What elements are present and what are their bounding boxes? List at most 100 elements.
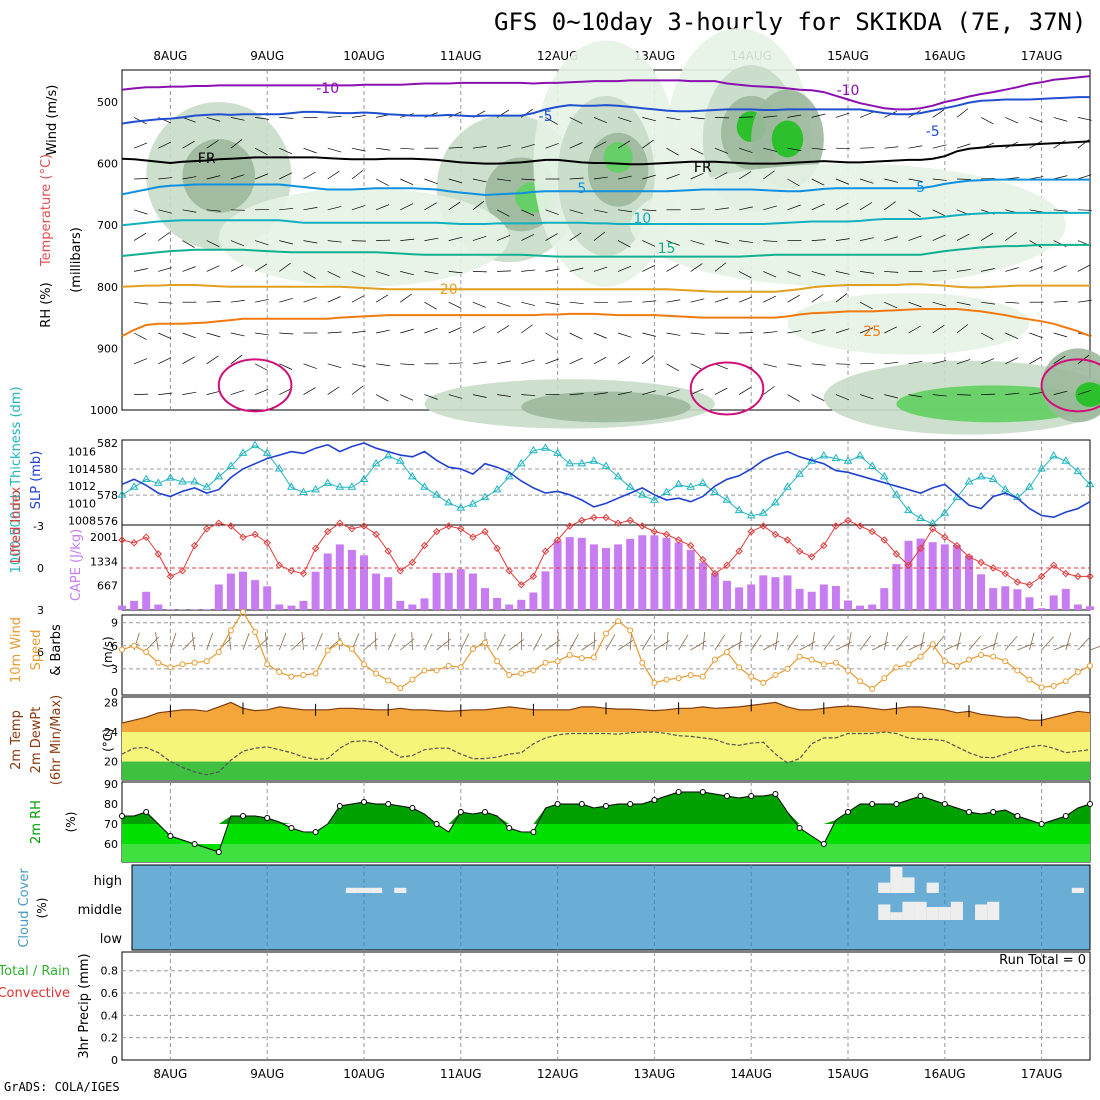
wind-speed-point xyxy=(978,652,985,659)
wind-speed-point xyxy=(724,648,730,655)
rh-point xyxy=(385,801,392,807)
thickness-point xyxy=(541,443,550,451)
thickness-point xyxy=(867,461,877,469)
li-point xyxy=(1013,578,1022,586)
wind-barb xyxy=(351,147,366,152)
wind-barb xyxy=(932,178,947,181)
thickness-tick: 580 xyxy=(97,463,118,476)
wind-barb xyxy=(884,301,898,309)
wind-barb xyxy=(206,300,221,303)
li-point xyxy=(215,519,223,527)
wind-barb xyxy=(569,301,584,305)
wind-barb xyxy=(593,332,608,339)
cape-bar xyxy=(723,580,731,610)
wind10m-barb xyxy=(1041,636,1054,651)
cloud-block xyxy=(890,912,903,920)
wind-speed-point xyxy=(324,647,331,654)
wind10m-barb xyxy=(823,635,835,651)
wind-barb xyxy=(545,268,560,272)
cape-bar xyxy=(517,599,526,610)
wind-barb xyxy=(1053,209,1068,212)
rh-point xyxy=(796,825,803,831)
wind-speed-point xyxy=(288,673,295,680)
wind-barb xyxy=(811,113,826,118)
wind10m-barb xyxy=(170,632,177,651)
wind-barb xyxy=(787,204,801,211)
li-point xyxy=(1001,569,1010,578)
cape-bar xyxy=(747,584,756,610)
rh-point xyxy=(941,801,948,807)
wind-speed-point xyxy=(143,648,150,655)
cape-bar xyxy=(710,573,719,610)
y-label-temp-b: 2m DewPt xyxy=(29,707,44,774)
slp-tick: 1008 xyxy=(68,515,96,528)
rh-point xyxy=(288,825,295,831)
rh-point xyxy=(361,799,367,805)
wind-speed-point xyxy=(675,675,682,682)
li-point xyxy=(686,541,695,550)
wind-barb xyxy=(279,207,294,211)
wind-barb xyxy=(763,363,777,368)
cape-bar xyxy=(299,600,308,610)
li-point xyxy=(396,567,405,575)
rh-point xyxy=(603,803,609,809)
wind-barb xyxy=(158,357,172,365)
cloud-level-low: low xyxy=(100,932,123,947)
cape-bar xyxy=(287,605,296,610)
wind-barb xyxy=(133,142,148,149)
wind-barb xyxy=(859,394,874,400)
rh-point xyxy=(554,801,561,807)
cape-bar xyxy=(916,538,925,610)
wind10m-barb xyxy=(593,632,596,651)
cape-bar xyxy=(565,537,574,610)
wind-barb xyxy=(835,178,850,185)
thickness-point xyxy=(577,458,587,467)
wind-barb xyxy=(400,178,414,186)
wind-speed-point xyxy=(348,645,355,652)
cloud-block xyxy=(878,882,891,893)
thickness-point xyxy=(371,458,381,467)
bottom-day-label: 13AUG xyxy=(634,1067,676,1080)
li-point xyxy=(868,527,876,536)
thickness-point xyxy=(964,477,974,485)
rh-area xyxy=(1075,382,1100,407)
cape-bar xyxy=(795,588,804,610)
isotherm-label: -5 xyxy=(926,124,940,140)
li-point xyxy=(953,541,961,550)
wind-barb xyxy=(763,115,778,118)
wind-barb xyxy=(569,142,583,149)
pressure-tick: 600 xyxy=(97,158,118,171)
rh-area xyxy=(521,391,691,423)
thickness-point xyxy=(420,482,429,490)
wind-barb xyxy=(787,394,800,402)
cape-bar xyxy=(226,573,235,610)
thickness-point xyxy=(710,487,720,495)
li-point xyxy=(154,550,163,558)
wind-barb xyxy=(375,294,389,303)
wind-barb xyxy=(496,325,510,334)
wind-barb xyxy=(617,356,631,365)
wind-barb xyxy=(835,394,850,401)
li-point xyxy=(178,567,187,575)
rh-point xyxy=(119,813,125,819)
wind-speed-point xyxy=(845,667,851,674)
y-label-wind-b: Speed xyxy=(29,630,44,671)
thickness-point xyxy=(226,461,236,469)
pressure-tick: 1000 xyxy=(90,404,118,417)
cloud-block xyxy=(1071,887,1084,893)
cloud-block xyxy=(357,887,371,893)
wind10m-barb xyxy=(847,632,852,651)
wind-barb xyxy=(182,117,196,123)
rh-point xyxy=(772,791,779,797)
thickness-point xyxy=(129,482,139,490)
wind-barb xyxy=(738,271,752,279)
wind-barb xyxy=(375,178,389,186)
wind-speed-point xyxy=(772,672,779,679)
thickness-point xyxy=(214,471,224,480)
li-tick: 3 xyxy=(37,604,44,617)
wind-barb xyxy=(593,141,607,149)
run-total: Run Total = 0 xyxy=(999,953,1086,968)
thickness-point xyxy=(492,484,502,493)
cloud-block xyxy=(950,901,963,920)
wind10m-barb xyxy=(896,635,908,651)
